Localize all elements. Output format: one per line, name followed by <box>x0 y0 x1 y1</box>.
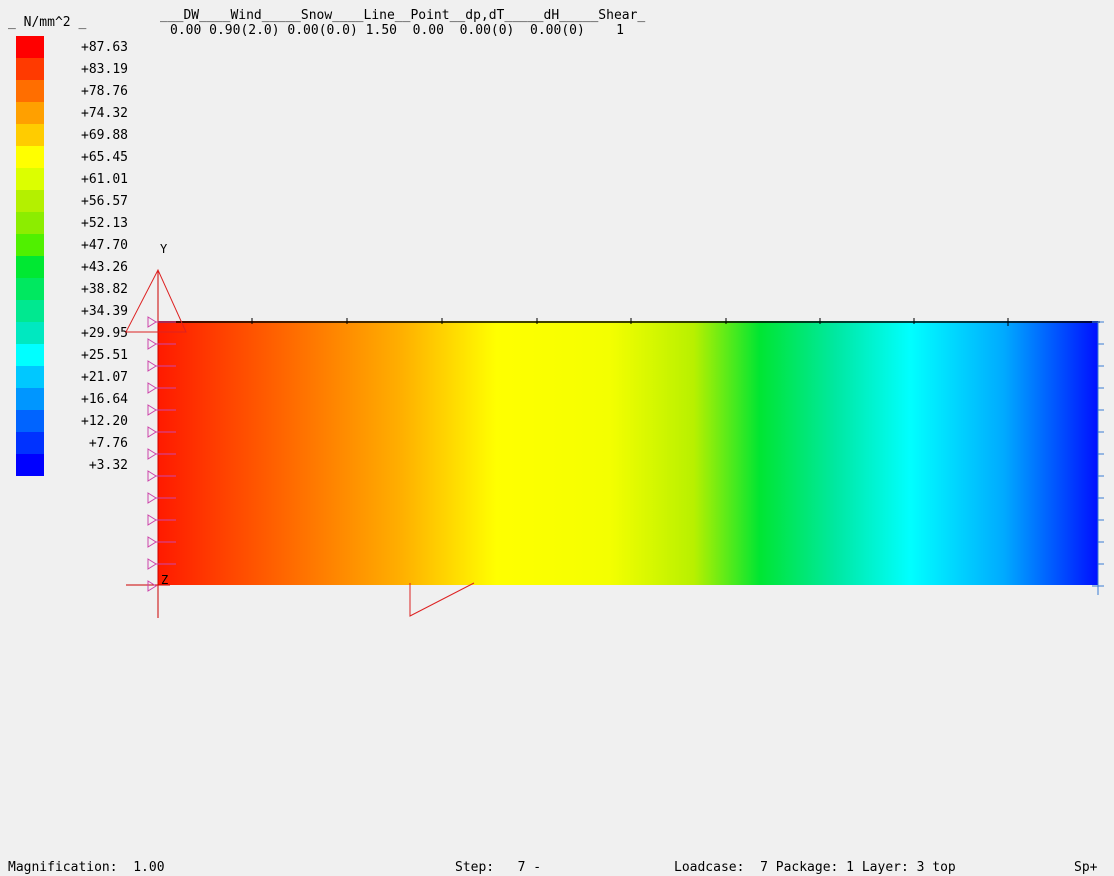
step-readout: Step: 7 - <box>455 860 542 875</box>
legend-value: +87.63 <box>81 40 128 55</box>
legend-entry: +12.20 <box>14 410 128 432</box>
legend-value: +7.76 <box>88 436 128 451</box>
legend-entry: +16.64 <box>14 388 128 410</box>
legend-value: +56.57 <box>81 194 128 209</box>
legend-swatch <box>16 432 44 454</box>
legend-value: +3.32 <box>88 458 128 473</box>
legend-entry: +56.57 <box>14 190 128 212</box>
legend-unit-label: _ N/mm^2 _ <box>8 15 87 30</box>
legend-swatch <box>16 102 44 124</box>
legend-value: +78.76 <box>81 84 128 99</box>
legend-entry: +83.19 <box>14 58 128 80</box>
legend-value: +69.88 <box>81 128 128 143</box>
legend-entry: +43.26 <box>14 256 128 278</box>
legend-swatch <box>16 344 44 366</box>
legend-value: +43.26 <box>81 260 128 275</box>
right-edge-ticks <box>1092 321 1104 595</box>
load-table-values: 0.00 0.90(2.0) 0.00(0.0) 1.50 0.00 0.00(… <box>170 23 624 38</box>
legend-entry: +38.82 <box>14 278 128 300</box>
legend-entry: +74.32 <box>14 102 128 124</box>
legend-value: +83.19 <box>81 62 128 77</box>
legend-entry: +25.51 <box>14 344 128 366</box>
legend-entry: +52.13 <box>14 212 128 234</box>
legend-swatch <box>16 80 44 102</box>
legend-swatch <box>16 366 44 388</box>
legend-entry: +34.39 <box>14 300 128 322</box>
status-suffix: Sp+ <box>1074 860 1098 875</box>
z-axis-label: Z <box>161 573 168 587</box>
legend-swatch <box>16 454 44 476</box>
legend-value: +29.95 <box>81 326 128 341</box>
legend-value: +12.20 <box>81 414 128 429</box>
legend-swatch <box>16 256 44 278</box>
legend-value: +25.51 <box>81 348 128 363</box>
stress-contour-plate <box>158 321 1098 585</box>
legend-entry: +3.32 <box>14 454 128 476</box>
legend-entry: +29.95 <box>14 322 128 344</box>
legend-swatch <box>16 190 44 212</box>
legend-value: +16.64 <box>81 392 128 407</box>
legend-swatch <box>16 388 44 410</box>
legend-swatch <box>16 124 44 146</box>
legend-swatch <box>16 300 44 322</box>
legend-entry: +69.88 <box>14 124 128 146</box>
legend-swatch <box>16 146 44 168</box>
legend-swatch <box>16 410 44 432</box>
legend-entry: +47.70 <box>14 234 128 256</box>
color-legend: +87.63 +83.19 +78.76 +74.32 +69.88 +65.45 +61.… <box>14 36 128 476</box>
y-axis-label: Y <box>160 242 168 256</box>
legend-value: +34.39 <box>81 304 128 319</box>
legend-entry: +87.63 <box>14 36 128 58</box>
legend-value: +65.45 <box>81 150 128 165</box>
legend-value: +21.07 <box>81 370 128 385</box>
magnification-readout: Magnification: 1.00 <box>8 860 165 875</box>
legend-entry: +7.76 <box>14 432 128 454</box>
legend-swatch <box>16 212 44 234</box>
loadcase-readout: Loadcase: 7 Package: 1 Layer: 3 top <box>674 860 956 875</box>
legend-entry: +78.76 <box>14 80 128 102</box>
legend-swatch <box>16 36 44 58</box>
legend-swatch <box>16 322 44 344</box>
legend-value: +52.13 <box>81 216 128 231</box>
legend-value: +47.70 <box>81 238 128 253</box>
load-table-header: ___DW____Wind_____Snow____Line__Point__d… <box>160 8 646 23</box>
legend-value: +74.32 <box>81 106 128 121</box>
legend-swatch <box>16 234 44 256</box>
legend-value: +38.82 <box>81 282 128 297</box>
legend-entry: +21.07 <box>14 366 128 388</box>
legend-swatch <box>16 278 44 300</box>
support-markers <box>147 316 176 592</box>
legend-swatch <box>16 58 44 80</box>
legend-value: +61.01 <box>81 172 128 187</box>
top-edge-ticks <box>251 318 1009 326</box>
legend-entry: +65.45 <box>14 146 128 168</box>
legend-swatch <box>16 168 44 190</box>
status-bar: Magnification: 1.00 Step: 7 - Loadcase: … <box>0 858 1114 876</box>
legend-entry: +61.01 <box>14 168 128 190</box>
